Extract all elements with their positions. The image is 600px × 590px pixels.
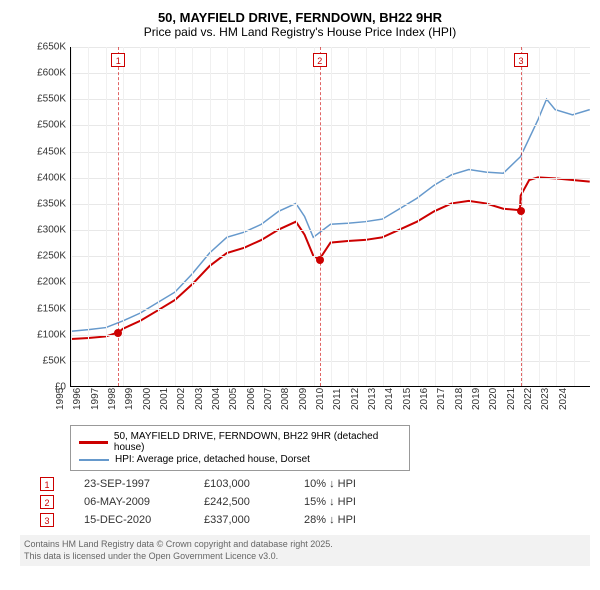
- footer-line1: Contains HM Land Registry data © Crown c…: [24, 539, 586, 551]
- xtick-label: 2006: [246, 388, 257, 410]
- ytick-label: £600K: [30, 68, 66, 79]
- sales-diff: 15% ↓ HPI: [304, 496, 384, 508]
- sales-diff: 28% ↓ HPI: [304, 514, 384, 526]
- sale-dot: [114, 329, 122, 337]
- xtick-label: 1997: [90, 388, 101, 410]
- xtick-label: 2000: [142, 388, 153, 410]
- ytick-label: £400K: [30, 172, 66, 183]
- legend-label-hpi: HPI: Average price, detached house, Dors…: [115, 454, 310, 465]
- chart-title: 50, MAYFIELD DRIVE, FERNDOWN, BH22 9HR: [10, 10, 590, 25]
- sale-marker-box: 2: [313, 53, 327, 67]
- sales-price: £337,000: [204, 514, 274, 526]
- ytick-label: £450K: [30, 146, 66, 157]
- sales-row: 3 15-DEC-2020 £337,000 28% ↓ HPI: [40, 513, 590, 527]
- chart-area: 1995199619971998199920002001200220032004…: [30, 47, 590, 417]
- footer-line2: This data is licensed under the Open Gov…: [24, 551, 586, 563]
- sales-price: £242,500: [204, 496, 274, 508]
- chart-subtitle: Price paid vs. HM Land Registry's House …: [10, 25, 590, 39]
- xtick-label: 2007: [263, 388, 274, 410]
- xtick-label: 1999: [124, 388, 135, 410]
- legend-item-hpi: HPI: Average price, detached house, Dors…: [79, 454, 401, 465]
- sales-row: 1 23-SEP-1997 £103,000 10% ↓ HPI: [40, 477, 590, 491]
- ytick-label: £500K: [30, 120, 66, 131]
- sale-vline: [320, 47, 321, 386]
- xtick-label: 2002: [176, 388, 187, 410]
- xtick-label: 2021: [506, 388, 517, 410]
- sale-vline: [521, 47, 522, 386]
- xtick-label: 2005: [228, 388, 239, 410]
- xtick-label: 2011: [332, 388, 343, 410]
- sales-price: £103,000: [204, 478, 274, 490]
- sales-index-box: 3: [40, 513, 54, 527]
- ytick-label: £350K: [30, 198, 66, 209]
- legend-label-property: 50, MAYFIELD DRIVE, FERNDOWN, BH22 9HR (…: [114, 431, 401, 453]
- xtick-label: 2020: [488, 388, 499, 410]
- sales-date: 23-SEP-1997: [84, 478, 174, 490]
- sale-dot: [517, 207, 525, 215]
- sales-index-box: 1: [40, 477, 54, 491]
- xtick-label: 2018: [454, 388, 465, 410]
- sale-marker-box: 3: [514, 53, 528, 67]
- footer-attribution: Contains HM Land Registry data © Crown c…: [20, 535, 590, 566]
- sales-date: 15-DEC-2020: [84, 514, 174, 526]
- legend-item-property: 50, MAYFIELD DRIVE, FERNDOWN, BH22 9HR (…: [79, 431, 401, 453]
- sales-index-box: 2: [40, 495, 54, 509]
- sale-marker-box: 1: [111, 53, 125, 67]
- ytick-label: £200K: [30, 277, 66, 288]
- sale-dot: [316, 256, 324, 264]
- xtick-label: 2014: [384, 388, 395, 410]
- xtick-label: 2015: [402, 388, 413, 410]
- sales-date: 06-MAY-2009: [84, 496, 174, 508]
- ytick-label: £650K: [30, 42, 66, 53]
- xtick-label: 2003: [194, 388, 205, 410]
- xtick-label: 2004: [211, 388, 222, 410]
- ytick-label: £300K: [30, 225, 66, 236]
- ytick-label: £250K: [30, 251, 66, 262]
- xtick-label: 2023: [540, 388, 551, 410]
- ytick-label: £0: [30, 382, 66, 393]
- legend-swatch-hpi: [79, 459, 109, 461]
- plot-region: 1995199619971998199920002001200220032004…: [70, 47, 590, 387]
- xtick-label: 2008: [280, 388, 291, 410]
- xtick-label: 2017: [436, 388, 447, 410]
- xtick-label: 2001: [159, 388, 170, 410]
- legend: 50, MAYFIELD DRIVE, FERNDOWN, BH22 9HR (…: [70, 425, 410, 471]
- xtick-label: 2019: [471, 388, 482, 410]
- xtick-label: 2022: [523, 388, 534, 410]
- ytick-label: £150K: [30, 303, 66, 314]
- xtick-label: 2009: [298, 388, 309, 410]
- legend-swatch-property: [79, 441, 108, 444]
- xtick-label: 2013: [367, 388, 378, 410]
- ytick-label: £100K: [30, 329, 66, 340]
- xtick-label: 2010: [315, 388, 326, 410]
- xtick-label: 2012: [350, 388, 361, 410]
- xtick-label: 1998: [107, 388, 118, 410]
- xtick-label: 2016: [419, 388, 430, 410]
- xtick-label: 2024: [558, 388, 569, 410]
- sales-row: 2 06-MAY-2009 £242,500 15% ↓ HPI: [40, 495, 590, 509]
- sales-diff: 10% ↓ HPI: [304, 478, 384, 490]
- sales-table: 1 23-SEP-1997 £103,000 10% ↓ HPI 2 06-MAY-200…: [40, 477, 590, 527]
- ytick-label: £550K: [30, 94, 66, 105]
- xtick-label: 1996: [72, 388, 83, 410]
- ytick-label: £50K: [30, 355, 66, 366]
